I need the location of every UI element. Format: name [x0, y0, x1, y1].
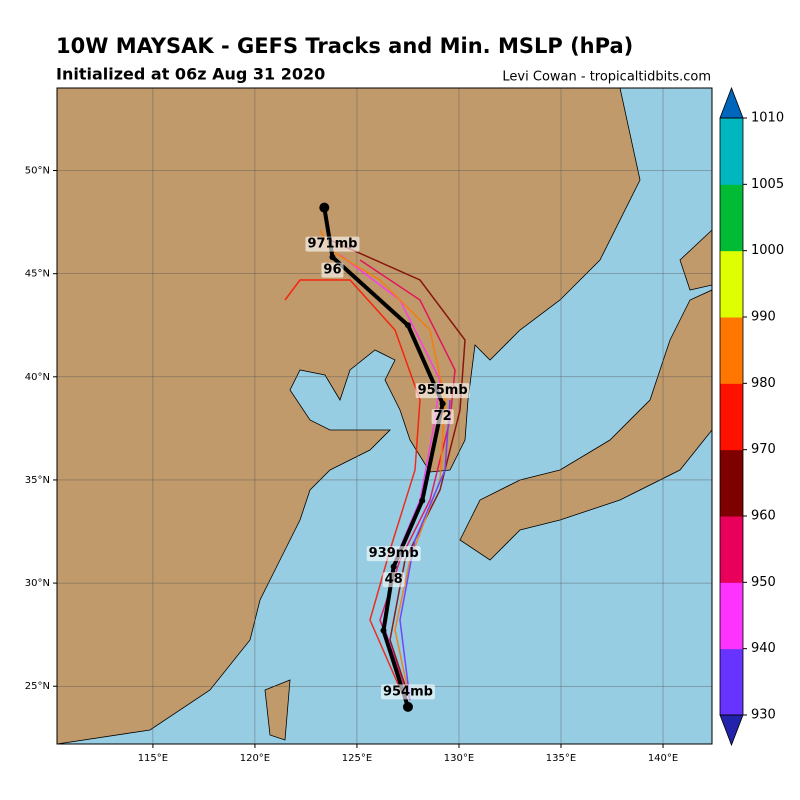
colorbar-segment: [720, 449, 743, 517]
colorbar-tick-label: 990: [751, 310, 776, 325]
track-point: [404, 322, 411, 329]
label-box: [366, 546, 421, 562]
colorbar-tick-label: 980: [751, 376, 776, 391]
colorbar-tick-label: 930: [751, 708, 776, 723]
taiwan: [264, 679, 291, 741]
pressure-label: 939mb: [369, 546, 419, 561]
japan: [459, 289, 712, 561]
lat-tick-label: 30°N: [25, 578, 50, 589]
colorbar-segment: [720, 250, 743, 318]
colorbar-segment: [720, 582, 743, 650]
colorbar-under: [719, 714, 744, 747]
colorbar-frame: [719, 117, 744, 716]
hour-label: 48: [385, 572, 403, 587]
pressure-label: 954mb: [383, 684, 433, 699]
lon-tick-label: 120°E: [240, 753, 270, 764]
colorbar-segment: [720, 383, 743, 451]
label-box: [305, 236, 360, 252]
colorbar-tick-label: 940: [751, 641, 776, 656]
pressure-label: 971mb: [307, 237, 357, 252]
colorbar-tick-label: 960: [751, 509, 776, 524]
lon-tick-label: 140°E: [648, 753, 678, 764]
colorbar-tick-label: 1005: [751, 177, 784, 192]
track-point: [380, 627, 387, 634]
lat-tick-label: 35°N: [25, 475, 50, 486]
title: 10W MAYSAK - GEFS Tracks and Min. MSLP (…: [56, 34, 633, 58]
lat-tick-label: 25°N: [25, 681, 50, 692]
lat-tick-label: 45°N: [25, 269, 50, 280]
colorbar-segment: [720, 516, 743, 583]
label-box: [382, 572, 405, 588]
lon-tick-label: 115°E: [138, 753, 168, 764]
colorbar-segment: [720, 184, 743, 252]
colorbar-segment: [720, 317, 743, 384]
mean-track: [322, 207, 445, 708]
subtitle: Initialized at 06z Aug 31 2020: [56, 65, 325, 84]
hour-label: 72: [434, 409, 452, 424]
map-frame: [56, 87, 713, 745]
track-point: [390, 563, 397, 570]
pressure-label: 955mb: [418, 383, 468, 398]
colorbar-tick-label: 950: [751, 575, 776, 590]
lon-tick-label: 135°E: [546, 753, 576, 764]
credit: Levi Cowan - tropicaltidbits.com: [502, 70, 711, 85]
track-point: [319, 202, 330, 213]
colorbar-tick-label: 1000: [751, 243, 784, 258]
hokkaido: [679, 229, 712, 291]
label-box: [415, 383, 470, 399]
colorbar-tick-label: 970: [751, 442, 776, 457]
lat-tick-label: 50°N: [25, 166, 50, 177]
lon-tick-label: 130°E: [444, 753, 474, 764]
colorbar-segment: [720, 648, 743, 716]
track-point: [402, 701, 413, 712]
track-point: [439, 400, 446, 407]
track-point: [419, 497, 426, 504]
label-box: [321, 262, 344, 278]
label-box: [380, 684, 435, 700]
map: 954mb 48 939mb 72 955mb 96 971mb: [57, 88, 712, 744]
colorbar-over: [719, 86, 744, 119]
lon-tick-label: 125°E: [342, 753, 372, 764]
label-box: [431, 409, 454, 425]
hour-label: 96: [323, 263, 341, 278]
lat-tick-label: 40°N: [25, 372, 50, 383]
track-point: [329, 254, 336, 261]
colorbar-tick-label: 1010: [751, 111, 784, 126]
mainland: [57, 88, 641, 744]
colorbar-segment: [720, 118, 743, 185]
